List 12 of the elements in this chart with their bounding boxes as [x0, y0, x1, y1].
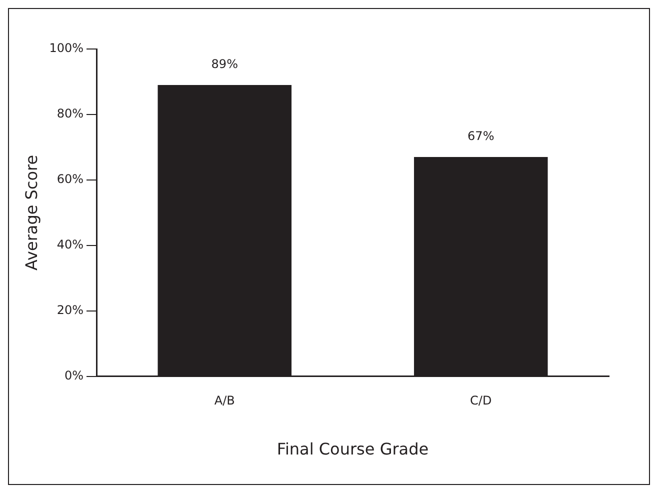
- y-tick-label: 100%: [49, 41, 84, 56]
- y-tick-label: 60%: [56, 172, 84, 186]
- y-tick-label: 20%: [56, 303, 84, 318]
- text: 67%: [468, 129, 494, 144]
- y-axis-title: Average Score: [22, 154, 41, 271]
- x-tick-label: C/D: [470, 394, 492, 408]
- x-tick-label: A/B: [214, 394, 235, 408]
- y-tick-label: 40%: [56, 238, 84, 252]
- text: 89%: [211, 57, 238, 72]
- y-tick-label: 80%: [56, 106, 84, 121]
- x-axis-title: Final Course Grade: [276, 440, 429, 459]
- y-tick-label: 0%: [64, 368, 84, 383]
